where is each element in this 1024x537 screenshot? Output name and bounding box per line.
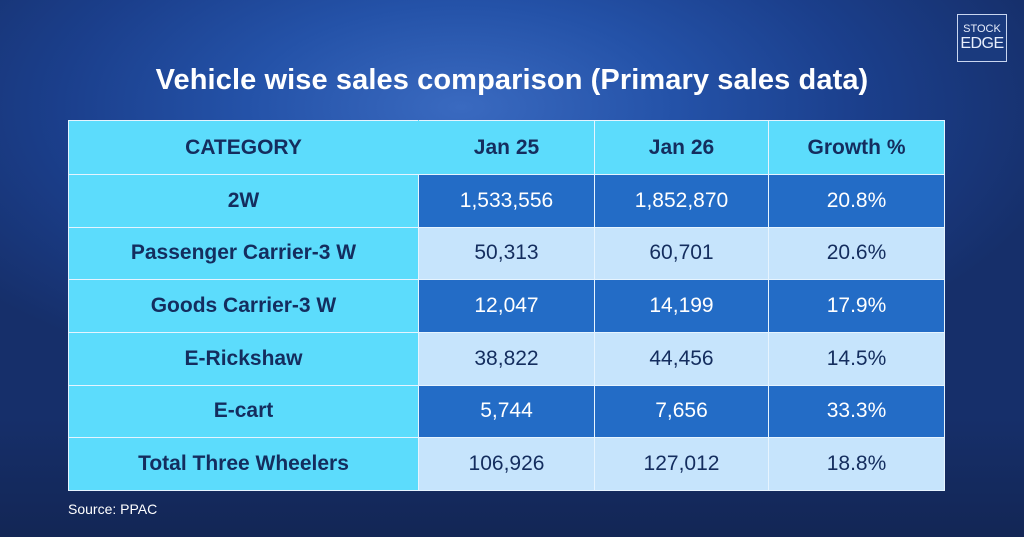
- jan-26-cell: 14,199: [594, 279, 769, 333]
- source-note: Source: PPAC: [68, 501, 158, 517]
- sales-comparison-table: CATEGORY Jan 25 Jan 26 Growth % 2W 1,533…: [68, 120, 945, 491]
- logo-line-2: EDGE: [960, 35, 1004, 52]
- header-jan-25: Jan 25: [418, 120, 595, 175]
- logo-line-1: STOCK: [963, 23, 1001, 35]
- header-jan-26: Jan 26: [594, 120, 769, 175]
- category-cell: Goods Carrier-3 W: [68, 279, 419, 333]
- jan-25-cell: 106,926: [418, 437, 595, 491]
- jan-26-cell: 7,656: [594, 384, 769, 439]
- growth-cell: 17.9%: [768, 279, 945, 333]
- chart-title: Vehicle wise sales comparison (Primary s…: [155, 64, 869, 96]
- jan-25-cell: 1,533,556: [418, 174, 595, 228]
- table-row: E-Rickshaw 38,822 44,456 14.5%: [68, 331, 945, 386]
- jan-25-cell: 5,744: [418, 384, 595, 439]
- category-cell: 2W: [68, 174, 419, 228]
- header-row: CATEGORY Jan 25 Jan 26 Growth %: [68, 120, 945, 175]
- header-growth: Growth %: [768, 120, 945, 175]
- growth-cell: 20.6%: [768, 226, 945, 281]
- jan-26-cell: 127,012: [594, 437, 769, 491]
- jan-26-cell: 44,456: [594, 331, 769, 386]
- growth-cell: 14.5%: [768, 331, 945, 386]
- growth-cell: 20.8%: [768, 174, 945, 228]
- table-row: Goods Carrier-3 W 12,047 14,199 17.9%: [68, 279, 945, 333]
- growth-cell: 33.3%: [768, 384, 945, 439]
- growth-cell: 18.8%: [768, 437, 945, 491]
- jan-26-cell: 1,852,870: [594, 174, 769, 228]
- stockedge-logo: STOCK EDGE: [957, 14, 1007, 62]
- table-row: Passenger Carrier-3 W 50,313 60,701 20.6…: [68, 226, 945, 281]
- category-cell: Total Three Wheelers: [68, 437, 419, 491]
- table-row: Total Three Wheelers 106,926 127,012 18.…: [68, 437, 945, 491]
- category-cell: Passenger Carrier-3 W: [68, 226, 419, 281]
- jan-25-cell: 50,313: [418, 226, 595, 281]
- jan-25-cell: 38,822: [418, 331, 595, 386]
- table-row: 2W 1,533,556 1,852,870 20.8%: [68, 174, 945, 228]
- jan-26-cell: 60,701: [594, 226, 769, 281]
- header-category: CATEGORY: [68, 120, 419, 175]
- category-cell: E-cart: [68, 384, 419, 439]
- category-cell: E-Rickshaw: [68, 331, 419, 386]
- table-row: E-cart 5,744 7,656 33.3%: [68, 384, 945, 439]
- jan-25-cell: 12,047: [418, 279, 595, 333]
